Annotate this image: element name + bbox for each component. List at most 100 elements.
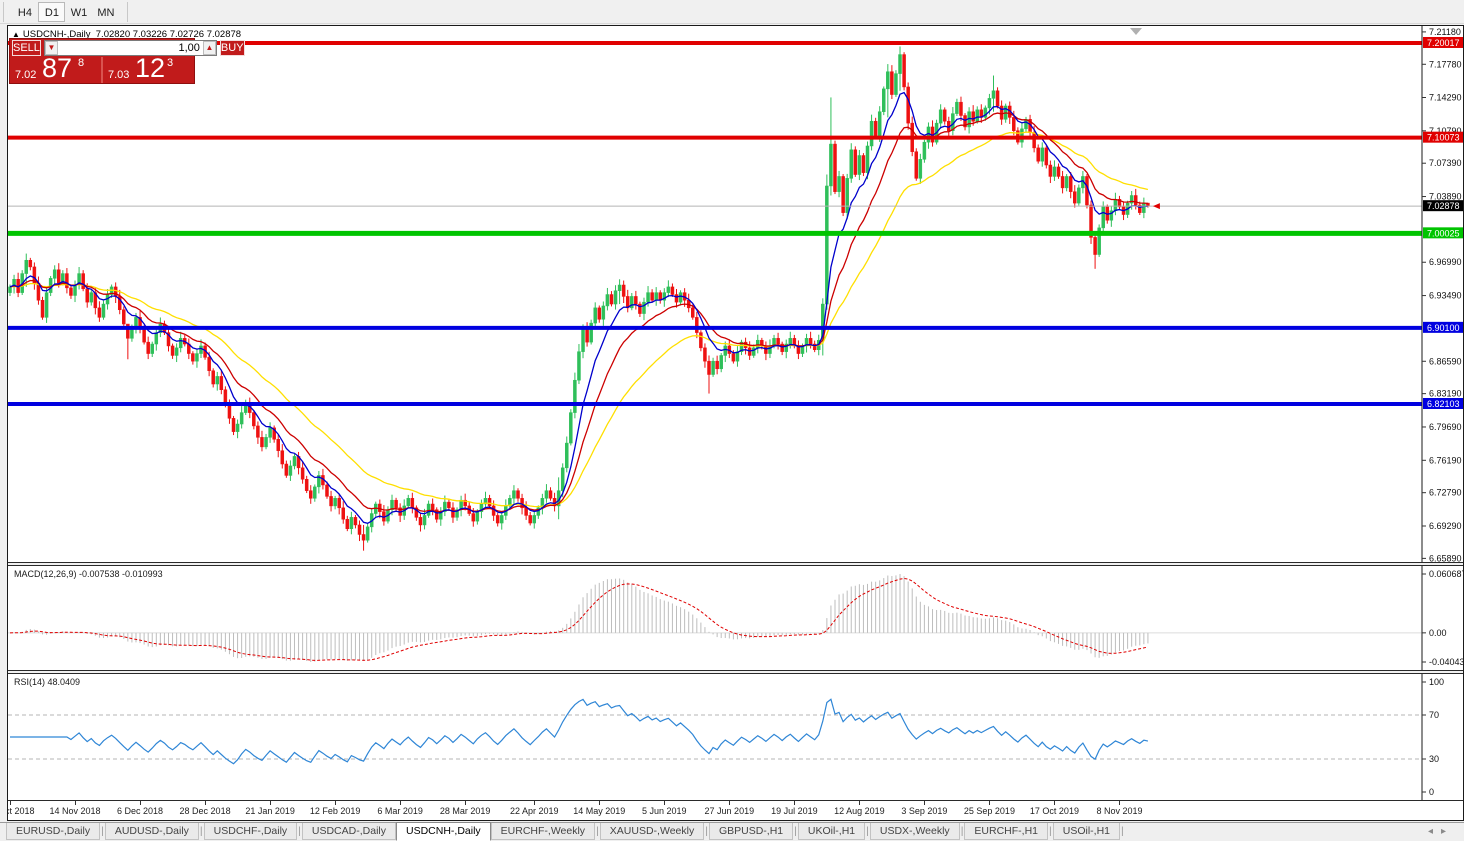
date-label: 28 Mar 2019: [439, 806, 491, 816]
tab-divider: |: [298, 825, 301, 837]
date-tick: [599, 801, 601, 805]
date-tick: [205, 801, 207, 805]
tab-divider: |: [199, 825, 203, 837]
rsi-axis-tick: 100: [1429, 677, 1444, 687]
tab-scroll-left-button[interactable]: ◂: [1427, 826, 1441, 837]
ohlc-values: 7.02820 7.03226 7.02726 7.02878: [95, 29, 242, 40]
chart-tab-usdchf-daily[interactable]: USDCHF-,Daily: [203, 823, 298, 840]
chart-tab-usdcad-daily[interactable]: USDCAD-,Daily: [301, 823, 396, 840]
timeframe-button-d1[interactable]: D1: [38, 2, 66, 22]
date-tick: [664, 801, 666, 805]
date-tick: [1054, 801, 1056, 805]
timeframe-button-h4[interactable]: H4: [17, 7, 32, 19]
macd-axis-tick: 0.00: [1429, 628, 1447, 638]
ma-line-34: [9, 131, 1149, 508]
date-axis[interactable]: 23 Oct 2018 14 Nov 2018 6 Dec 2018 28 Dec 2…: [8, 800, 1463, 820]
macd-histogram: [13, 574, 1149, 662]
chart-tab-eurusd-daily[interactable]: EURUSD-,Daily: [6, 823, 101, 840]
date-tick: [534, 801, 536, 805]
date-label: 23 Oct 2018: [8, 806, 35, 816]
chart-tab-eurchf-weekly[interactable]: EURCHF-,Weekly: [490, 823, 596, 840]
price-axis-tick: 7.03890: [1429, 192, 1462, 202]
panel-separator[interactable]: [8, 562, 1463, 566]
rsi-indicator-canvas[interactable]: 100 70 30 0: [8, 674, 1463, 800]
axis-price-box: [1423, 200, 1463, 212]
chart-window: ▲ USDCNH-,Daily 7.02820 7.03226 7.02726 7…: [7, 25, 1464, 821]
chart-tab-gbpusd-h1[interactable]: GBPUSD-,H1: [708, 823, 794, 840]
date-label: 5 Jun 2019: [642, 806, 687, 816]
date-label: 22 Apr 2019: [509, 806, 559, 816]
buy-price-button[interactable]: 7.03 12 3: [103, 53, 194, 83]
chart-tab-audusd-daily[interactable]: AUDUSD-,Daily: [104, 823, 199, 840]
axis-price-box: [1423, 321, 1463, 333]
chart-tab-usdcnh-daily[interactable]: USDCNH-,Daily: [395, 822, 491, 841]
chart-tab-xauusd-weekly[interactable]: XAUUSD-,Weekly: [599, 823, 705, 840]
rsi-label: RSI(14) 48.0409: [14, 677, 81, 687]
date-label: 6 Dec 2018: [117, 806, 164, 816]
timeframe-button-mn[interactable]: MN: [97, 7, 115, 19]
price-axis-tick: 6.65890: [1429, 553, 1462, 562]
chart-tabs: EURUSD-,Daily | AUDUSD-,Daily | USDCHF-,Dail…: [6, 822, 1125, 841]
panel-separator[interactable]: [8, 670, 1463, 674]
macd-signal-line: [9, 577, 1149, 661]
sell-price-button[interactable]: 7.02 87 8: [10, 53, 103, 83]
rsi-axis-tick: 0: [1429, 787, 1434, 797]
volume-input[interactable]: [57, 41, 203, 55]
price-axis-tick: 6.86590: [1429, 356, 1462, 366]
date-label: 14 May 2019: [573, 806, 626, 816]
chart-tab-eurchf-h1[interactable]: EURCHF-,H1: [964, 823, 1049, 840]
sell-price-handle: 7.02: [15, 69, 37, 81]
date-label: 3 Sep 2019: [901, 806, 948, 816]
tab-scroll-right-button[interactable]: ▸: [1440, 826, 1454, 837]
timeframe-buttons: H4 D1 W1 MN: [11, 2, 119, 22]
date-label: 25 Sep 2019: [963, 806, 1015, 816]
axis-price-box-label: 7.02878: [1427, 201, 1460, 211]
date-label: 8 Nov 2019: [1096, 806, 1143, 816]
price-axis-bg: [1423, 26, 1463, 562]
date-tick: [140, 801, 142, 805]
date-tick: [989, 801, 991, 805]
macd-label: MACD(12,26,9) -0.007538 -0.010993: [14, 569, 163, 579]
volume-stepper: ▼ ▲: [43, 40, 217, 56]
tab-divider: |: [794, 825, 797, 837]
buy-price-handle: 7.03: [108, 69, 130, 81]
candles-layer: [8, 46, 1150, 551]
volume-decrease-button[interactable]: ▼: [44, 41, 58, 55]
buy-button[interactable]: BUY: [219, 40, 245, 56]
scroll-to-end-marker-icon[interactable]: [1130, 28, 1142, 35]
buy-price-pip: 3: [167, 57, 174, 69]
date-label: 28 Dec 2018: [179, 806, 231, 816]
chart-tab-usdx-weekly[interactable]: USDX-,Weekly: [869, 823, 960, 840]
macd-indicator-canvas[interactable]: 0.060687 0.00 -0.040433: [8, 566, 1463, 670]
price-axis-tick: 7.14290: [1429, 93, 1462, 103]
date-tick: [859, 801, 861, 805]
chart-tab-usoil-h1[interactable]: USOil-,H1: [1052, 823, 1121, 840]
date-label: 21 Jan 2019: [245, 806, 295, 816]
rsi-axis-bg: [1423, 674, 1463, 800]
axis-price-box-label: 7.10073: [1427, 133, 1460, 143]
chart-tab-ukoil-h1[interactable]: UKOil-,H1: [797, 823, 866, 840]
tab-divider: |: [1121, 825, 1124, 837]
axis-price-box-label: 7.00025: [1427, 228, 1460, 238]
price-chart-canvas[interactable]: 7.211807.177807.142907.107907.073907.038…: [8, 26, 1463, 562]
axis-price-box: [1423, 397, 1463, 409]
rsi-axis-tick: 30: [1429, 754, 1439, 764]
date-label: 17 Oct 2019: [1029, 806, 1079, 816]
price-axis-tick: 6.76190: [1429, 455, 1462, 465]
axis-price-box-label: 6.82103: [1427, 399, 1460, 409]
symbol-name: USDCNH-,Daily: [22, 29, 91, 40]
sell-button[interactable]: SELL: [12, 40, 41, 56]
price-axis-tick: 7.07390: [1429, 158, 1462, 168]
sell-price-pip: 8: [78, 57, 85, 69]
tab-divider: |: [1049, 825, 1052, 837]
toolbar-divider: [3, 1, 4, 22]
tab-divider: |: [596, 825, 599, 837]
price-axis-tick: 7.17780: [1429, 59, 1462, 69]
timeframe-button-w1[interactable]: W1: [70, 7, 88, 19]
price-axis-tick: 6.79690: [1429, 422, 1462, 432]
tab-scroll-arrows: ◂▸: [1428, 826, 1454, 837]
date-tick: [10, 801, 11, 805]
volume-increase-button[interactable]: ▲: [202, 41, 216, 55]
symbol-ohlc-line: ▲ USDCNH-,Daily 7.02820 7.03226 7.02726 7…: [12, 29, 241, 40]
